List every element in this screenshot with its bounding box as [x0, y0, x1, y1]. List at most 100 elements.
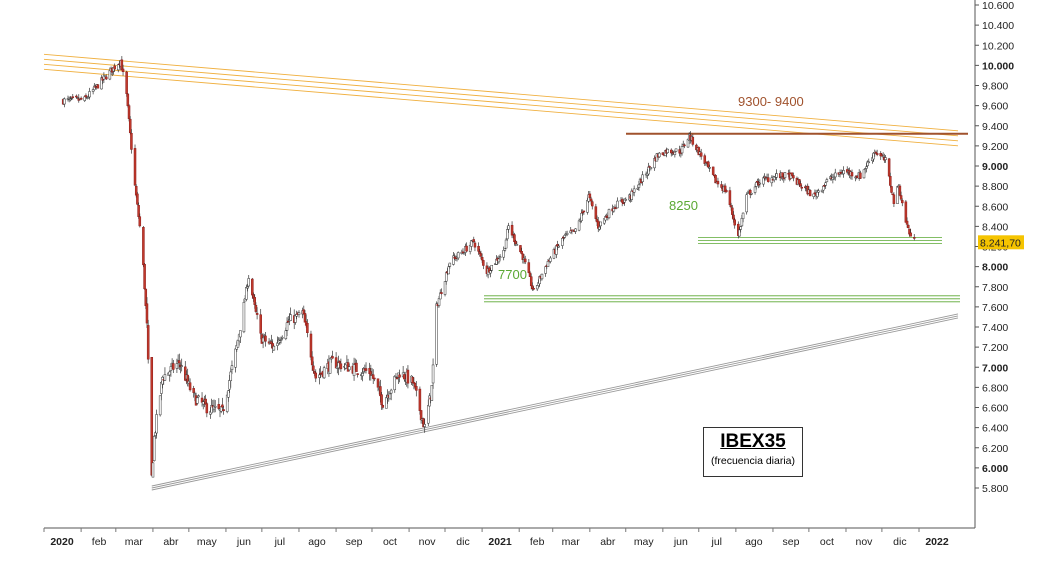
candle-body [120, 59, 124, 71]
y-tick-label: 7.400 [982, 322, 1008, 334]
candle-body [331, 356, 334, 359]
y-tick-label: 8.800 [982, 181, 1008, 193]
candle-body [234, 348, 237, 368]
candle-body [666, 148, 669, 153]
candle-body [105, 76, 108, 80]
candle-body [905, 220, 909, 225]
candle-body [227, 390, 230, 398]
candle-body [225, 394, 229, 412]
candle-body [437, 298, 441, 306]
candle-body [892, 194, 896, 204]
candle-body [230, 365, 234, 370]
candle-body [312, 365, 315, 371]
candle-body [161, 376, 164, 385]
candle-body [755, 182, 758, 187]
last-price-label: 8.241,70 [980, 237, 1021, 249]
candle-body [624, 199, 628, 201]
candle-body [599, 221, 602, 227]
x-axis: 2020 feb mar abr may jun jul ago sep oct nov dic 202… [43, 527, 975, 548]
candle-body [889, 176, 892, 186]
candle-body [126, 93, 130, 107]
candle-body [395, 377, 399, 380]
candle-body [130, 133, 133, 150]
candle-body [703, 155, 707, 164]
candle-body [510, 224, 514, 236]
candle-body [144, 288, 148, 307]
candle-body [188, 382, 192, 391]
candle-body [630, 190, 634, 200]
candle-body [96, 84, 100, 89]
candle-body [497, 258, 501, 263]
candle-body [514, 240, 517, 245]
candle-body [641, 174, 644, 182]
candle-body [729, 205, 733, 208]
candle-body [289, 314, 292, 321]
candle-body [127, 105, 131, 119]
candle-body [728, 190, 732, 205]
candle-body [128, 118, 132, 133]
candle-body [348, 366, 351, 371]
candle-body [555, 245, 558, 255]
y-tick-label: 6.200 [982, 443, 1008, 455]
y-tick-label: 7.200 [982, 342, 1008, 354]
y-tick-label: 6.800 [982, 382, 1008, 394]
candle-body [612, 208, 616, 212]
candle-body [297, 312, 301, 315]
candle-body [381, 404, 385, 408]
candle-body [598, 226, 601, 230]
candle-body [168, 371, 171, 376]
candle-body [783, 172, 787, 178]
candle-body [680, 146, 684, 154]
candle-body [674, 148, 678, 152]
candle-body [163, 374, 167, 381]
candle-body [636, 187, 640, 190]
candle-body [683, 144, 686, 147]
candle-body [306, 322, 309, 333]
candle-body [197, 395, 200, 398]
candle-body [462, 252, 466, 255]
candle-body [71, 96, 75, 98]
x-tick-label: abr [600, 536, 616, 548]
candle-body [825, 179, 829, 183]
candle-body [733, 219, 736, 226]
x-tick-label: 2022 [925, 536, 949, 548]
x-tick-label: nov [419, 536, 437, 548]
candle-body [246, 286, 249, 289]
candle-body [616, 200, 619, 209]
candle-body [150, 357, 154, 476]
candle-body [117, 64, 120, 71]
candle-body [490, 264, 493, 271]
candle-body [850, 172, 854, 177]
candle-body [398, 374, 401, 378]
candle-body [151, 462, 155, 478]
candle-body [180, 365, 183, 367]
x-tick-label: may [634, 536, 655, 548]
y-tick-label: 9.800 [982, 81, 1008, 93]
candle-body [907, 224, 910, 229]
candle-body [88, 91, 91, 98]
x-tick-label: may [197, 536, 218, 548]
candle-body [896, 186, 899, 204]
candle-body [513, 234, 516, 243]
candle-body [834, 172, 837, 178]
x-tick-label: feb [530, 536, 545, 548]
level-label: 8250 [669, 198, 698, 213]
candle-body [731, 207, 734, 215]
candle-body [280, 337, 284, 339]
candle-body [261, 337, 265, 343]
y-tick-label: 6.000 [982, 463, 1008, 475]
candle-body [589, 198, 593, 202]
y-tick-label: 8.400 [982, 221, 1008, 233]
candle-body [824, 182, 827, 186]
candle-body [479, 253, 483, 257]
candle-body [822, 185, 825, 191]
y-tick-label: 9.400 [982, 121, 1008, 133]
candle-body [746, 192, 750, 194]
candle-body [205, 403, 209, 414]
candle-body [302, 309, 306, 314]
candle-body [137, 205, 140, 217]
candle-body [380, 394, 383, 406]
candle-body [647, 166, 650, 175]
x-tick-label: sep [782, 536, 799, 548]
